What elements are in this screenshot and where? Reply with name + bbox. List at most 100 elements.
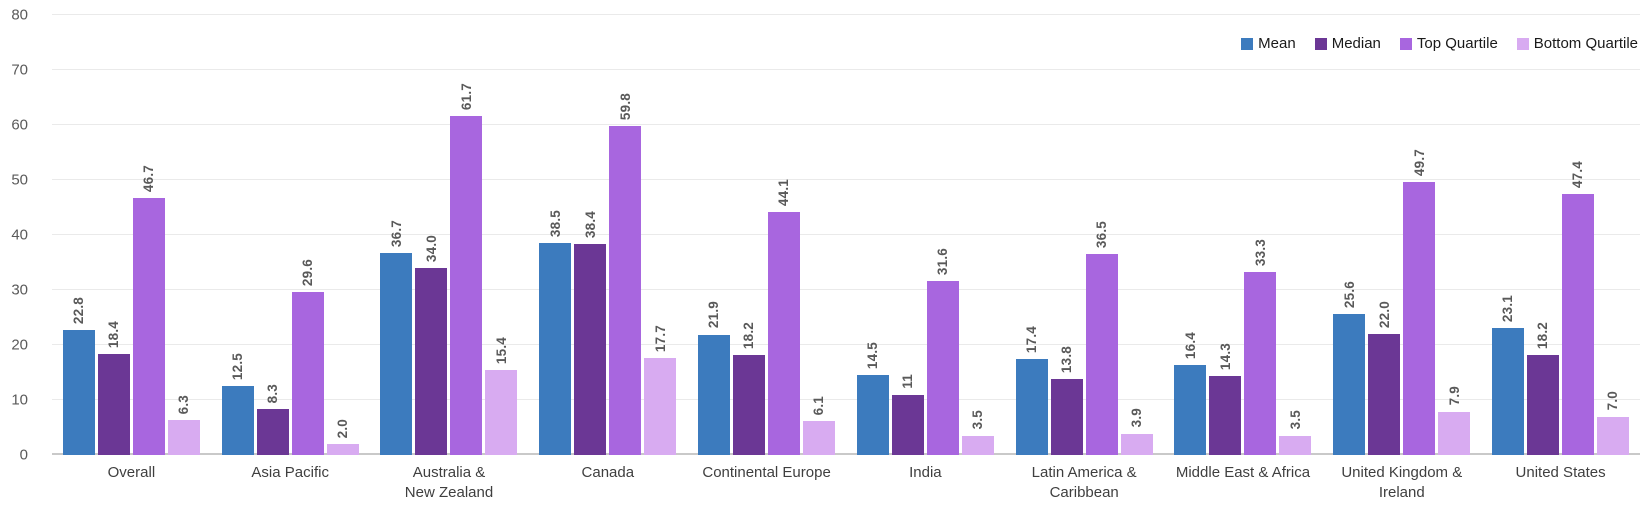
bar — [961, 435, 994, 455]
bar-value-label: 11 — [900, 373, 916, 389]
bar — [291, 292, 324, 455]
x-category-label: Middle East & Africa — [1175, 464, 1311, 481]
gridline — [52, 344, 1640, 345]
plot-area: 22.8 18.4 46.7 6.3 12.5 8.3 29.6 2.0 36.7 34.0 61.… — [52, 14, 1640, 455]
bar — [768, 212, 801, 455]
bar-value-label: 59.8 — [617, 93, 633, 121]
bar-cell: 61.7 — [450, 15, 483, 455]
bar-value-label: 49.7 — [1411, 148, 1427, 176]
y-tick-label: 60 — [11, 116, 28, 134]
bar — [256, 409, 289, 455]
bar — [97, 353, 130, 455]
bar-value-label: 7.0 — [1605, 391, 1621, 411]
bar-value-label: 12.5 — [229, 353, 245, 381]
bar-value-label: 31.6 — [935, 248, 951, 276]
bar — [132, 198, 165, 455]
bar — [485, 370, 518, 455]
bar-group: 17.4 13.8 36.5 3.9 — [1005, 15, 1164, 455]
bar-value-label: 17.7 — [652, 324, 668, 352]
y-tick-label: 30 — [11, 281, 28, 299]
x-category-label: Australia & New Zealand — [404, 464, 494, 501]
bar-cell: 17.7 — [644, 15, 677, 455]
bar — [62, 329, 95, 455]
bar — [1492, 327, 1525, 455]
bar — [1562, 194, 1595, 455]
legend-item: Mean — [1241, 36, 1296, 51]
bar-cell: 34.0 — [415, 15, 448, 455]
bar-cell: 18.2 — [733, 15, 766, 455]
gridline — [52, 179, 1640, 180]
bar-value-label: 21.9 — [706, 301, 722, 329]
bar-value-label: 33.3 — [1252, 238, 1268, 266]
legend-swatch-icon — [1241, 37, 1254, 50]
bar-value-label: 18.2 — [741, 321, 757, 349]
bar-cell: 59.8 — [609, 15, 642, 455]
y-tick-label: 70 — [11, 61, 28, 79]
bar — [609, 126, 642, 455]
legend-swatch-icon — [1314, 37, 1327, 50]
bar-cell: 15.4 — [485, 15, 518, 455]
x-category-label: India — [909, 464, 942, 481]
legend-label: Top Quartile — [1416, 35, 1498, 52]
bar — [326, 444, 359, 455]
bar-cell: 18.4 — [97, 15, 130, 455]
gridline — [52, 14, 1640, 15]
bar — [539, 243, 572, 455]
bar — [1438, 411, 1471, 455]
bar-cell: 7.0 — [1597, 15, 1630, 455]
bar-cell: 16.4 — [1174, 15, 1207, 455]
bar — [856, 375, 889, 455]
bar-group: 14.5 11 31.6 3.5 — [846, 15, 1005, 455]
legend-item: Top Quartile — [1399, 35, 1498, 52]
bar-cell: 29.6 — [291, 15, 324, 455]
bar-cell: 36.5 — [1085, 15, 1118, 455]
bar-value-label: 18.2 — [1535, 321, 1551, 349]
bar — [1120, 433, 1153, 455]
bar-value-label: 16.4 — [1182, 331, 1198, 359]
bar-value-label: 47.4 — [1570, 161, 1586, 189]
bar-value-label: 34.0 — [423, 234, 439, 262]
bar — [1174, 364, 1207, 455]
bar-value-label: 7.9 — [1446, 386, 1462, 406]
bar — [1403, 181, 1436, 455]
bar-group: 36.7 34.0 61.7 15.4 — [370, 15, 529, 455]
bar-value-label: 44.1 — [776, 179, 792, 207]
gridline — [52, 399, 1640, 400]
bar-value-label: 2.0 — [334, 418, 350, 438]
bar-cell: 6.1 — [803, 15, 836, 455]
gridline — [52, 234, 1640, 235]
bar-cell: 31.6 — [926, 15, 959, 455]
y-tick-label: 80 — [11, 6, 28, 24]
bar-cell: 22.8 — [62, 15, 95, 455]
bar — [698, 334, 731, 455]
legend-swatch-icon — [1399, 37, 1412, 50]
bar — [221, 386, 254, 455]
bar-value-label: 6.1 — [811, 396, 827, 416]
bar-cell: 47.4 — [1562, 15, 1595, 455]
bar-value-label: 3.5 — [970, 410, 986, 430]
bar — [1015, 359, 1048, 455]
x-category-label: Asia Pacific — [251, 464, 329, 481]
bar-cell: 36.7 — [380, 15, 413, 455]
y-tick-label: 20 — [11, 336, 28, 354]
bar — [1050, 379, 1083, 455]
bar — [1085, 254, 1118, 455]
bar-group: 21.9 18.2 44.1 6.1 — [687, 15, 846, 455]
bar-cell: 22.0 — [1368, 15, 1401, 455]
bar — [803, 421, 836, 455]
bar-cell: 38.5 — [539, 15, 572, 455]
bar-group: 38.5 38.4 59.8 17.7 — [528, 15, 687, 455]
bar-value-label: 22.8 — [71, 296, 87, 324]
bar — [1209, 376, 1242, 455]
x-axis-baseline — [52, 453, 1640, 455]
bar — [733, 354, 766, 455]
bar-group: 25.6 22.0 49.7 7.9 — [1322, 15, 1481, 455]
bar — [380, 253, 413, 455]
x-category-label: Overall — [107, 464, 156, 481]
bar — [1368, 334, 1401, 455]
bar-cell: 14.5 — [856, 15, 889, 455]
y-tick-label: 40 — [11, 226, 28, 244]
bar-value-label: 15.4 — [493, 337, 509, 365]
bar-group: 22.8 18.4 46.7 6.3 — [52, 15, 211, 455]
bar — [891, 394, 924, 455]
